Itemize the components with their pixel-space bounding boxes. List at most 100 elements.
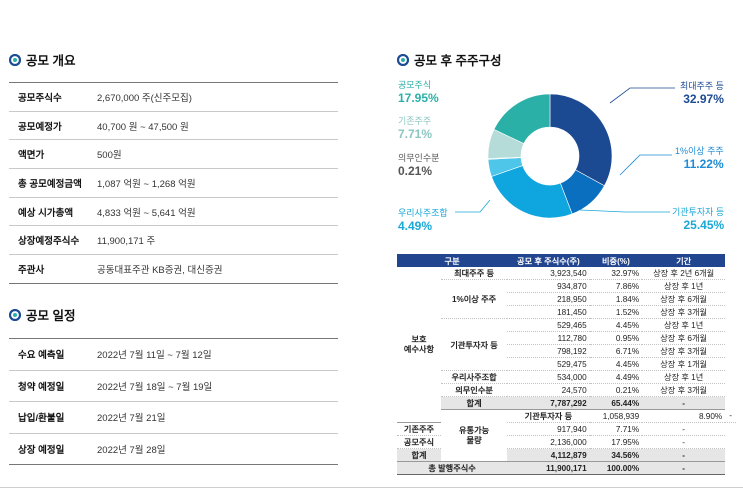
cell-shares: 2,136,000 bbox=[507, 435, 590, 449]
cell-period: 상장 후 6개월 bbox=[642, 331, 726, 345]
cell-ratio: 1.52% bbox=[589, 305, 643, 319]
row-label: 총 발행주식수 bbox=[397, 461, 508, 475]
label-over-1pct: 1%이상 주주 11.22% bbox=[675, 146, 724, 171]
cell-ratio: 0.21% bbox=[589, 383, 643, 397]
donut-slice bbox=[491, 165, 573, 219]
cell-period: 상장 후 3개월 bbox=[642, 305, 726, 319]
composition-title: 공모 후 주주구성 bbox=[397, 50, 501, 69]
subtotal-row: 합계 4,112,879 34.56% - bbox=[397, 448, 736, 462]
row-label: 합계 bbox=[397, 448, 441, 462]
overview-value: 4,833 억원 ~ 5,641 억원 bbox=[97, 207, 196, 219]
schedule-key: 상장 예정일 bbox=[18, 444, 65, 456]
label-esop: 우리사주조합 4.49% bbox=[398, 208, 448, 233]
cell-shares: 4,112,879 bbox=[507, 448, 590, 462]
cell-ratio: 7.71% bbox=[589, 422, 643, 436]
cell-period: - bbox=[642, 422, 726, 436]
overview-title: 공모 개요 bbox=[9, 50, 75, 69]
cell-period: 상장 후 3개월 bbox=[642, 383, 726, 397]
cell-shares: 181,450 bbox=[507, 305, 590, 319]
group-locked: 보호 예수사항 bbox=[397, 267, 441, 423]
schedule-row: 수요 예측일 2022년 7월 11일 ~ 7월 12일 bbox=[9, 338, 338, 370]
cell-ratio: 100.00% bbox=[589, 461, 643, 475]
schedule-row: 납입/환불일 2022년 7월 21일 bbox=[9, 402, 338, 433]
row-label: 기관투자자 등 bbox=[441, 318, 508, 371]
row-label: 우리사주조합 bbox=[441, 370, 508, 384]
table-row: 유통가능 물량 기관투자자 등 1,058,939 8.90% - bbox=[397, 409, 736, 462]
overview-table: 공모주식수 2,670,000 주(신주모집) 공모예정가 40,700 원 ~ 4… bbox=[9, 82, 338, 284]
schedule-value: 2022년 7월 18일 ~ 7월 19일 bbox=[97, 381, 213, 393]
row-label: 공모주식 bbox=[397, 435, 441, 449]
overview-value: 500원 bbox=[97, 150, 122, 162]
table-row: 1%이상 주주 934,870 7.86% 상장 후 1년 bbox=[397, 279, 736, 319]
schedule-key: 청약 예정일 bbox=[18, 381, 65, 393]
header-ratio: 비중(%) bbox=[589, 254, 643, 267]
cell-period: 상장 후 3개월 bbox=[642, 344, 726, 358]
overview-row: 공모주식수 2,670,000 주(신주모집) bbox=[9, 82, 338, 112]
cell-ratio: 4.45% bbox=[589, 357, 643, 371]
cell-shares: 218,950 bbox=[507, 292, 590, 306]
cell-ratio: 1.84% bbox=[589, 292, 643, 306]
overview-key: 액면가 bbox=[18, 150, 45, 162]
cell-period: - bbox=[725, 409, 736, 423]
ownership-donut-chart bbox=[487, 93, 613, 219]
overview-key: 총 공모예정금액 bbox=[18, 178, 82, 190]
section-bullet-icon bbox=[397, 53, 409, 66]
row-label: 의무인수분 bbox=[441, 383, 508, 397]
label-public-shares: 공모주식 17.95% bbox=[398, 80, 439, 105]
cell-ratio: 7.86% bbox=[589, 279, 643, 293]
cell-shares: 7,787,292 bbox=[507, 396, 590, 410]
table-row: 529,475 4.45% 상장 후 1개월 bbox=[397, 357, 736, 371]
overview-row: 액면가 500원 bbox=[9, 140, 338, 169]
cell-period: 상장 후 2년 6개월 bbox=[642, 267, 726, 280]
shareholder-table: 구분 공모 후 주식수(주) 비중(%) 기간 보호 예수사항 최대주주 등 3… bbox=[397, 254, 736, 475]
grand-total-row: 총 발행주식수 11,900,171 100.00% - bbox=[397, 461, 736, 475]
cell-period: - bbox=[642, 461, 726, 475]
overview-key: 공모예정가 bbox=[18, 121, 62, 133]
label-mandatory: 의무인수분 0.21% bbox=[398, 153, 440, 178]
cell-shares: 529,465 bbox=[507, 318, 590, 332]
cell-shares: 1,058,939 bbox=[589, 409, 643, 423]
overview-key: 공모주식수 bbox=[18, 92, 62, 104]
cell-shares: 11,900,171 bbox=[507, 461, 590, 475]
schedule-table: 수요 예측일 2022년 7월 11일 ~ 7월 12일 청약 예정일 2022년 … bbox=[9, 338, 338, 465]
donut-slice bbox=[493, 93, 551, 144]
cell-period: - bbox=[642, 396, 726, 410]
group-tradable: 유통가능 물량 bbox=[441, 409, 508, 462]
cell-shares: 534,000 bbox=[507, 370, 590, 384]
table-header-row: 구분 공모 후 주식수(주) 비중(%) 기간 bbox=[397, 254, 736, 267]
schedule-value: 2022년 7월 21일 bbox=[97, 413, 166, 425]
table-row: 기존주주 917,940 7.71% - bbox=[397, 422, 736, 436]
schedule-row: 청약 예정일 2022년 7월 18일 ~ 7월 19일 bbox=[9, 370, 338, 402]
overview-value: 11,900,171 주 bbox=[97, 236, 156, 248]
label-institutions: 기관투자자 등 25.45% bbox=[672, 207, 725, 232]
cell-period: - bbox=[642, 435, 726, 449]
overview-row: 공모예정가 40,700 원 ~ 47,500 원 bbox=[9, 111, 338, 140]
cell-shares: 3,923,540 bbox=[507, 267, 590, 280]
header-category: 구분 bbox=[397, 254, 508, 267]
overview-key: 상장예정주식수 bbox=[18, 236, 80, 248]
cell-period: 상장 후 1년 bbox=[642, 279, 726, 293]
cell-shares: 112,780 bbox=[507, 331, 590, 345]
section-bullet-icon bbox=[9, 308, 21, 321]
row-label: 합계 bbox=[441, 396, 508, 410]
table-row: 보호 예수사항 최대주주 등 3,923,540 32.97% 상장 후 2년 … bbox=[397, 267, 736, 423]
overview-value: 공동대표주관 KB증권, 대신증권 bbox=[97, 264, 223, 276]
row-label: 기존주주 bbox=[397, 422, 441, 436]
overview-row: 예상 시가총액 4,833 억원 ~ 5,641 억원 bbox=[9, 197, 338, 226]
cell-ratio: 6.71% bbox=[589, 344, 643, 358]
overview-row: 주관사 공동대표주관 KB증권, 대신증권 bbox=[9, 255, 338, 284]
overview-value: 40,700 원 ~ 47,500 원 bbox=[97, 121, 189, 133]
overview-value: 2,670,000 주(신주모집) bbox=[97, 92, 192, 104]
cell-ratio: 17.95% bbox=[589, 435, 643, 449]
table-row: 우리사주조합 534,000 4.49% 상장 후 1년 bbox=[397, 370, 736, 384]
cell-ratio: 8.90% bbox=[642, 409, 726, 423]
row-label: 기관투자자 등 bbox=[507, 409, 590, 423]
cell-shares: 934,870 bbox=[507, 279, 590, 293]
label-existing-holders: 기존주주 7.71% bbox=[398, 116, 433, 141]
row-label: 최대주주 등 bbox=[441, 267, 508, 280]
schedule-value: 2022년 7월 28일 bbox=[97, 444, 166, 456]
cell-ratio: 34.56% bbox=[589, 448, 643, 462]
overview-key: 예상 시가총액 bbox=[18, 207, 74, 219]
cell-ratio: 4.45% bbox=[589, 318, 643, 332]
cell-ratio: 0.95% bbox=[589, 331, 643, 345]
